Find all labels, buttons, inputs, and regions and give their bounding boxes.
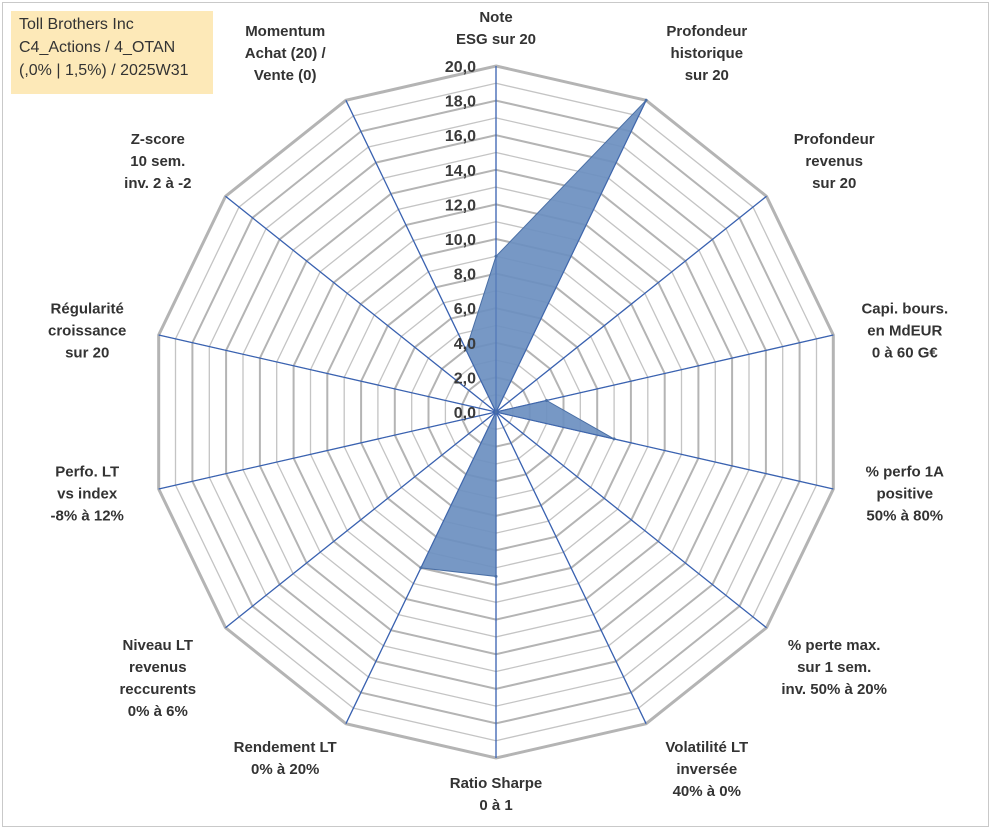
- axis-label-line: ESG sur 20: [456, 31, 536, 48]
- axis-label-line: 0 à 60 G€: [872, 345, 939, 362]
- axis-label-6: Volatilité LT inversée 40% à 0%: [665, 739, 748, 800]
- axis-label-3: Capi. bours. en MdEUR 0 à 60 G€: [861, 301, 948, 362]
- tick-label: 0,0: [454, 405, 476, 422]
- axis-label-line: Régularité: [51, 301, 124, 318]
- company-name: Toll Brothers Inc: [19, 16, 134, 33]
- data-point: [644, 98, 648, 102]
- data-point: [494, 574, 498, 578]
- axis-label-line: inv. 2 à -2: [124, 175, 191, 192]
- axis-label-line: vs index: [57, 485, 118, 502]
- axis-label-line: Perfo. LT: [55, 463, 119, 480]
- axis-label-line: Rendement LT: [234, 739, 337, 756]
- tick-label: 20,0: [445, 59, 476, 76]
- axis-label-13: Momentum Achat (20) / Vente (0): [245, 23, 327, 84]
- axis-label-line: Note: [479, 9, 512, 26]
- axis-spoke-overlay: [158, 411, 497, 490]
- axis-label-line: % perfo 1A: [866, 463, 945, 480]
- data-point: [494, 410, 498, 414]
- axis-label-line: Vente (0): [254, 67, 317, 84]
- axis-label-line: Achat (20) /: [245, 45, 327, 62]
- tick-label: 18,0: [445, 94, 476, 111]
- axis-label-line: sur 1 sem.: [797, 659, 871, 676]
- tick-label: 8,0: [454, 267, 476, 284]
- axis-spoke-overlay: [495, 100, 647, 413]
- axis-spoke-overlay: [225, 195, 497, 413]
- axis-label-line: 0% à 6%: [128, 703, 188, 720]
- axis-label-4: % perfo 1A positive 50% à 80%: [866, 463, 945, 524]
- axis-label-line: sur 20: [812, 175, 856, 192]
- axis-label-1: Profondeur historique sur 20: [666, 23, 747, 84]
- axis-label-8: Rendement LT 0% à 20%: [234, 739, 337, 778]
- info-box: Toll Brothers Inc C4_Actions / 4_OTAN (,…: [11, 11, 213, 94]
- axis-label-line: -8% à 12%: [51, 507, 124, 524]
- axis-spoke-overlay: [225, 411, 497, 629]
- axis-label-10: Perfo. LT vs index -8% à 12%: [51, 463, 124, 524]
- data-point: [612, 437, 616, 441]
- axis-label-line: 0% à 20%: [251, 761, 319, 778]
- axis-label-line: historique: [671, 45, 744, 62]
- axis-label-line: inv. 50% à 20%: [781, 681, 887, 698]
- axis-spoke-overlay: [495, 411, 834, 490]
- axis-label-0: Note ESG sur 20: [456, 9, 536, 48]
- axis-spoke-overlay: [495, 334, 834, 413]
- parameters-week: (,0% | 1,5%) / 2025W31: [19, 62, 189, 79]
- axis-spoke-overlay: [345, 100, 497, 413]
- axis-label-line: 50% à 80%: [866, 507, 943, 524]
- tick-label: 6,0: [454, 301, 476, 318]
- axis-label-line: Capi. bours.: [861, 301, 948, 318]
- axis-spoke-overlay: [495, 411, 647, 724]
- axis-label-line: en MdEUR: [867, 323, 942, 340]
- axis-label-line: revenus: [129, 659, 187, 676]
- axis-spoke-overlay: [495, 195, 767, 413]
- axis-label-7: Ratio Sharpe 0 à 1: [450, 775, 543, 814]
- axis-spoke-overlay: [495, 411, 767, 629]
- tick-label: 16,0: [445, 128, 476, 145]
- axis-label-11: Régularité croissance sur 20: [48, 301, 126, 362]
- axis-label-line: 40% à 0%: [673, 783, 741, 800]
- axis-label-line: sur 20: [65, 345, 109, 362]
- data-point: [419, 566, 423, 570]
- axis-label-line: Volatilité LT: [665, 739, 748, 756]
- axis-label-line: inversée: [676, 761, 737, 778]
- axis-label-line: Z-score: [131, 131, 185, 148]
- axis-label-line: Ratio Sharpe: [450, 775, 543, 792]
- tick-label: 2,0: [454, 370, 476, 387]
- axis-label-line: Profondeur: [794, 131, 875, 148]
- portfolio-code: C4_Actions / 4_OTAN: [19, 39, 176, 56]
- axis-label-line: Niveau LT: [123, 637, 194, 654]
- axis-label-5: % perte max. sur 1 sem. inv. 50% à 20%: [781, 637, 887, 698]
- axis-spoke-overlay: [158, 334, 497, 413]
- axis-label-9: Niveau LT revenus reccurents 0% à 6%: [119, 637, 196, 720]
- data-point: [545, 399, 549, 402]
- axis-label-line: 0 à 1: [479, 797, 512, 814]
- tick-label: 14,0: [445, 163, 476, 180]
- axis-label-line: Momentum: [245, 23, 325, 40]
- axis-label-line: % perte max.: [788, 637, 881, 654]
- axis-label-line: Profondeur: [666, 23, 747, 40]
- axis-label-line: reccurents: [119, 681, 196, 698]
- tick-label: 4,0: [454, 336, 476, 353]
- axis-label-line: sur 20: [685, 67, 729, 84]
- axis-label-line: croissance: [48, 323, 126, 340]
- tick-label: 10,0: [445, 232, 476, 249]
- axis-label-line: revenus: [805, 153, 863, 170]
- data-point: [494, 254, 498, 258]
- axis-label-line: positive: [876, 485, 933, 502]
- data-point: [464, 348, 468, 352]
- axis-label-12: Z-score 10 sem. inv. 2 à -2: [124, 131, 191, 192]
- tick-label: 12,0: [445, 197, 476, 214]
- axis-label-2: Profondeur revenus sur 20: [794, 131, 875, 192]
- axis-label-line: 10 sem.: [130, 153, 185, 170]
